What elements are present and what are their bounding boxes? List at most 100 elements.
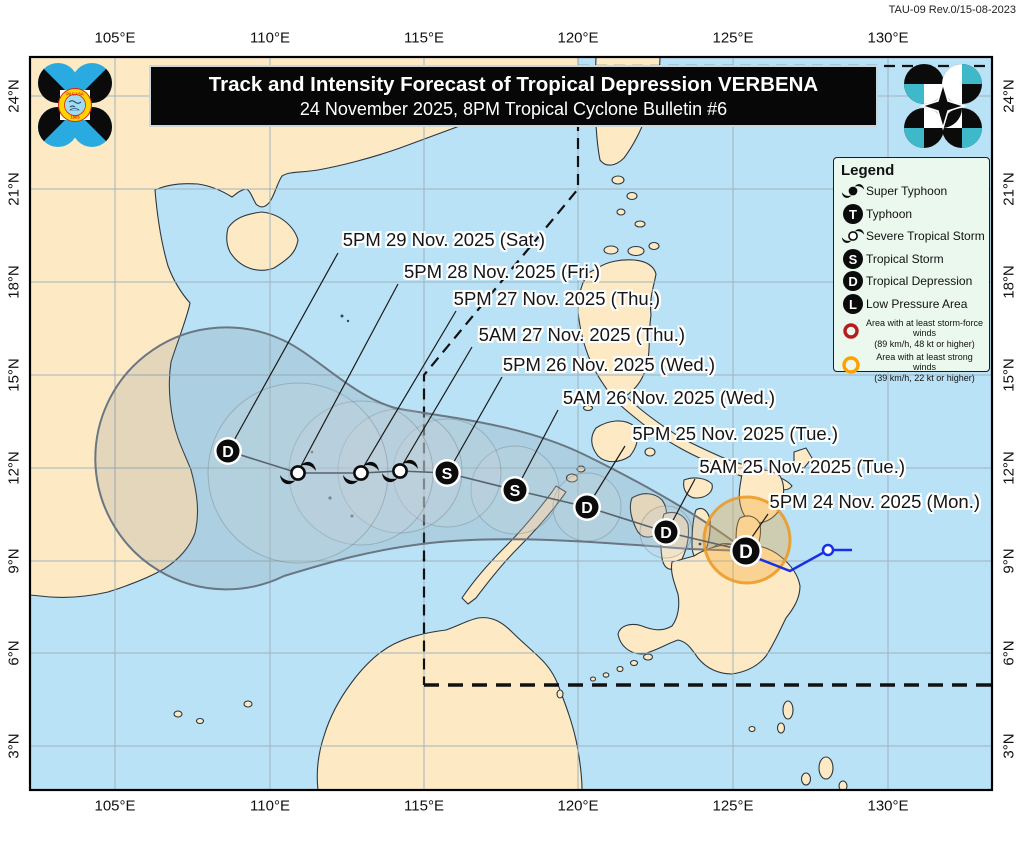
lon-label-bottom: 125°E <box>712 797 754 815</box>
past-track <box>748 543 852 573</box>
track-marker-tropical-depression: D <box>652 518 680 546</box>
legend-area-text: Area with at least strong winds (39 km/h… <box>874 352 975 383</box>
island <box>648 241 660 251</box>
track-marker-tropical-storm: S <box>433 459 461 487</box>
legend-item-severe-tropical-storm: Severe Tropical Storm <box>841 225 985 248</box>
legend-label: Tropical Depression <box>866 274 973 289</box>
island <box>800 772 812 786</box>
svg-text:D: D <box>739 542 753 563</box>
island <box>243 700 253 708</box>
lon-label-bottom: 130°E <box>867 797 909 815</box>
landmass-luzon <box>577 259 793 491</box>
island <box>195 717 205 725</box>
track-marker-tropical-storm: S <box>501 476 529 504</box>
island <box>782 700 794 720</box>
track-time-label: 5PM 28 Nov. 2025 (Fri.) <box>403 261 600 282</box>
document-reference: TAU-09 Rev.0/15-08-2023 <box>888 4 1016 16</box>
typhoon-icon: T <box>841 202 866 226</box>
track-time-label: 5PM 26 Nov. 2025 (Wed.) <box>502 354 715 375</box>
map-title-bar: Track and Intensity Forecast of Tropical… <box>149 65 878 127</box>
map-frame <box>28 55 994 792</box>
island <box>626 191 638 201</box>
lon-label-top: 125°E <box>712 29 754 47</box>
island <box>642 653 654 661</box>
track-time-label: 5AM 25 Nov. 2025 (Tue.) <box>699 456 905 477</box>
map-title: Track and Intensity Forecast of Tropical… <box>208 72 819 96</box>
severe-tropical-storm-icon <box>841 224 866 248</box>
landmass-hainan <box>226 211 299 271</box>
map-subtitle: 24 November 2025, 8PM Tropical Cyclone B… <box>299 98 728 119</box>
legend-label: Low Pressure Area <box>866 296 968 311</box>
legend-label: Severe Tropical Storm <box>866 229 985 244</box>
legend-item-strong-winds: Area with at least strong winds (39 km/h… <box>841 352 985 383</box>
track-time-label: 5AM 27 Nov. 2025 (Thu.) <box>478 324 685 345</box>
svg-text:T: T <box>849 207 857 222</box>
island <box>776 722 786 734</box>
track-markers: D S S D D D <box>214 437 762 567</box>
landmass-mindanao <box>617 543 801 675</box>
island <box>748 725 756 733</box>
lon-label-top: 120°E <box>557 29 599 47</box>
landmass-palawan <box>461 485 567 605</box>
legend-area-text: Area with at least storm-force winds (89… <box>865 318 984 349</box>
pagasa-logo: PAGASA 1865 <box>36 59 114 158</box>
storm-force-wind-ring-icon <box>841 321 864 346</box>
track-time-label: 5AM 26 Nov. 2025 (Wed.) <box>562 387 775 408</box>
legend-item-super-typhoon: Super Typhoon <box>841 180 985 203</box>
island <box>582 404 594 412</box>
landmass-catanduanes <box>793 447 813 469</box>
svg-text:D: D <box>222 444 234 461</box>
lon-label-bottom: 105°E <box>94 797 136 815</box>
svg-text:1865: 1865 <box>70 115 80 120</box>
label-leader-lines <box>231 252 769 541</box>
island <box>644 447 656 457</box>
lon-label-top: 105°E <box>94 29 136 47</box>
island <box>589 676 597 682</box>
island <box>616 208 626 216</box>
island <box>634 220 646 228</box>
tropical-storm-icon: S <box>841 247 866 271</box>
legend-title: Legend <box>841 162 895 179</box>
landmass-masbate <box>683 477 713 499</box>
lon-label-bottom: 110°E <box>250 797 290 815</box>
island <box>627 245 645 257</box>
svg-text:S: S <box>442 466 453 483</box>
island <box>611 175 625 185</box>
dost-logo <box>898 60 988 157</box>
pagasa-seal: PAGASA 1865 <box>58 88 92 122</box>
island <box>818 756 834 780</box>
track-time-label: 5PM 24 Nov. 2025 (Mon.) <box>769 491 980 512</box>
svg-text:S: S <box>510 483 521 500</box>
svg-text:L: L <box>849 297 857 312</box>
legend-item-low-pressure-area: L Low Pressure Area <box>841 293 985 316</box>
landmass-borneo <box>316 617 583 790</box>
island <box>603 245 619 255</box>
legend-item-typhoon: T Typhoon <box>841 203 985 226</box>
dost-logo-circles <box>904 64 982 148</box>
island <box>602 672 610 678</box>
island <box>616 665 624 673</box>
lon-label-bottom: 115°E <box>404 797 444 815</box>
legend-panel: Legend Super Typhoon T Typhoon Severe Tr… <box>833 157 990 383</box>
lon-label-bottom: 120°E <box>557 797 599 815</box>
past-position-marker <box>821 543 835 557</box>
lon-label-top: 130°E <box>867 29 909 47</box>
landmass-mindoro <box>591 420 639 463</box>
track-time-label: 5PM 25 Nov. 2025 (Tue.) <box>632 423 838 444</box>
island <box>629 659 639 667</box>
legend-item-storm-force-winds: Area with at least storm-force winds (89… <box>841 318 985 349</box>
track-marker-tropical-depression: D <box>214 437 242 465</box>
track-time-label: 5PM 27 Nov. 2025 (Thu.) <box>453 288 660 309</box>
island <box>838 780 848 790</box>
island <box>556 689 564 699</box>
strong-wind-ring-icon <box>841 355 864 380</box>
track-marker-tropical-depression: D <box>573 493 601 521</box>
svg-text:D: D <box>848 274 857 289</box>
forecast-cone <box>94 326 750 591</box>
legend-item-tropical-storm: S Tropical Storm <box>841 248 985 271</box>
track-time-label: 5PM 29 Nov. 2025 (Sat.) <box>342 229 545 250</box>
svg-text:PAGASA: PAGASA <box>66 92 84 97</box>
legend-item-tropical-depression: D Tropical Depression <box>841 270 985 293</box>
